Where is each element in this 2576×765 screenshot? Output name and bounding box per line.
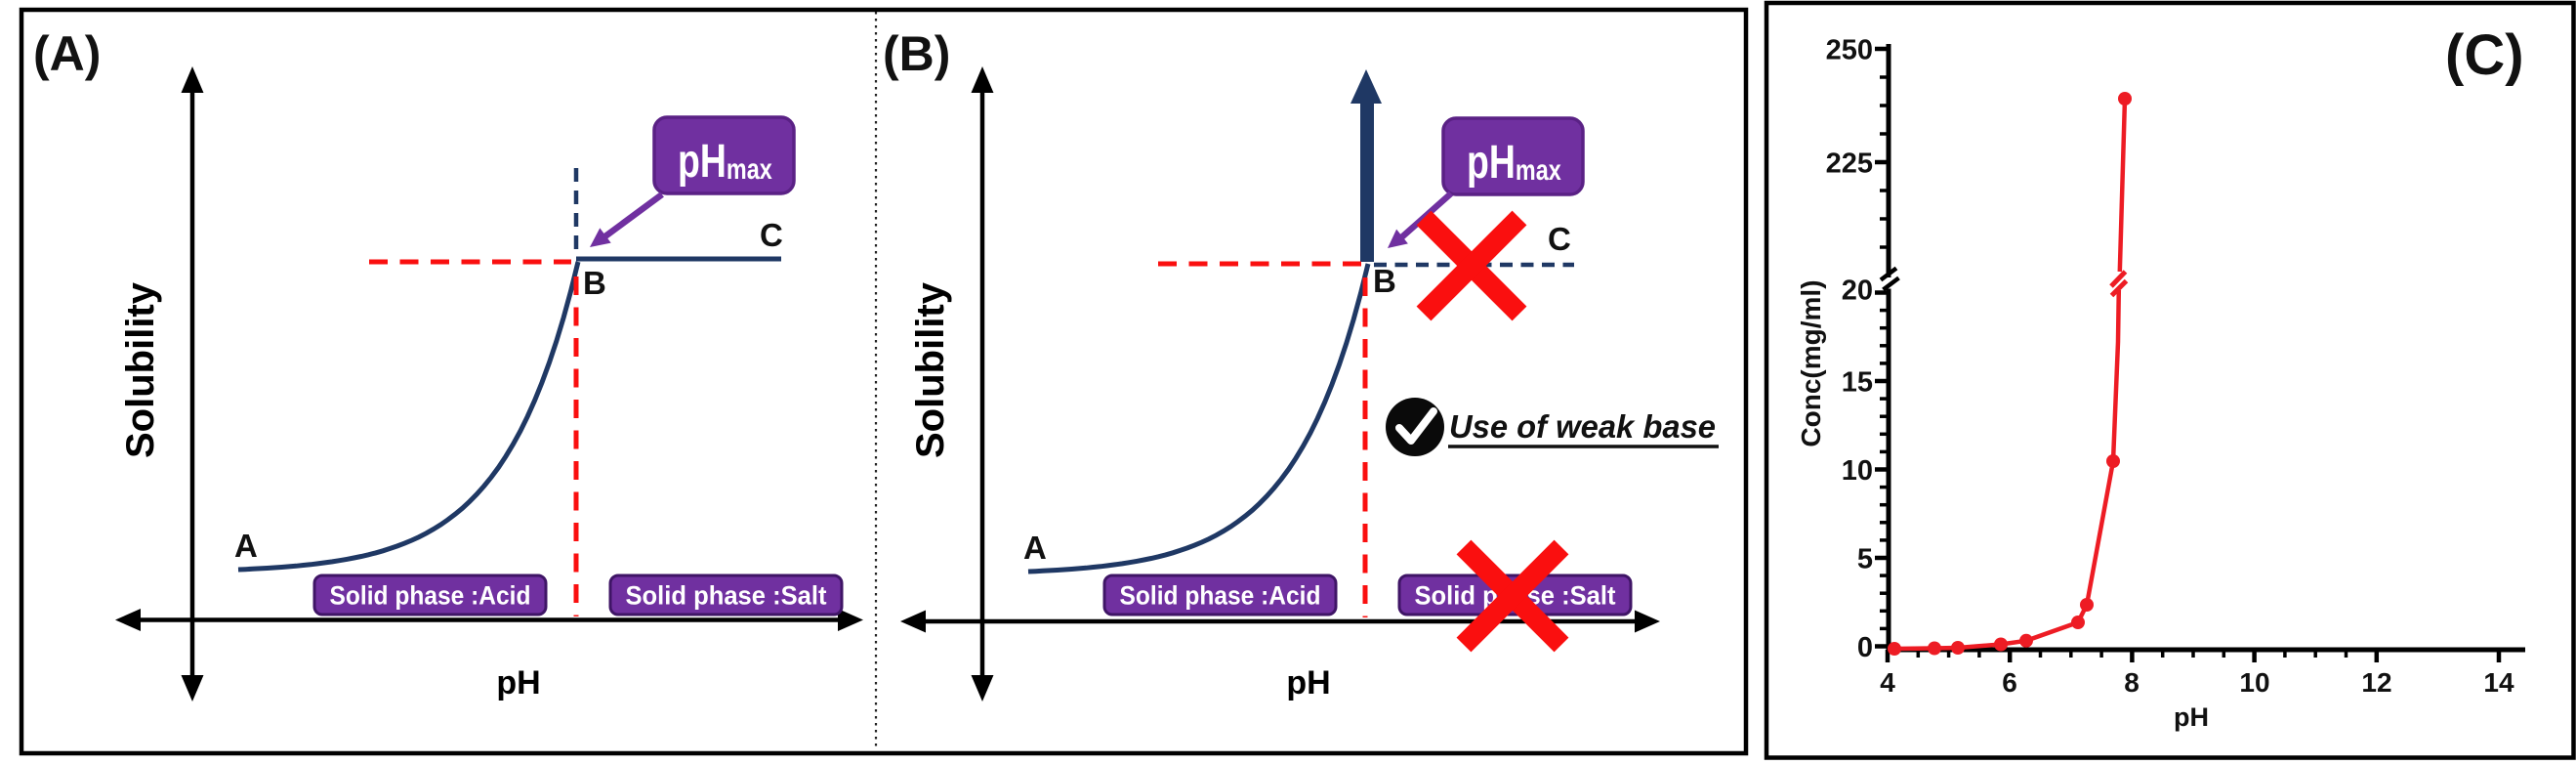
svg-text:Solid phase :Acid: Solid phase :Acid <box>1120 581 1321 611</box>
svg-text:Solubility: Solubility <box>909 281 952 458</box>
svg-text:pH: pH <box>2174 702 2209 732</box>
svg-text:Use of weak base: Use of weak base <box>1449 408 1716 445</box>
svg-text:10: 10 <box>1842 455 1873 487</box>
svg-text:15: 15 <box>1842 367 1873 399</box>
svg-text:10: 10 <box>2239 667 2269 698</box>
svg-text:8: 8 <box>2124 667 2140 698</box>
svg-text:4: 4 <box>1880 667 1895 698</box>
svg-text:B: B <box>583 265 606 301</box>
svg-text:B: B <box>1373 263 1396 299</box>
svg-text:250: 250 <box>1826 35 1873 66</box>
svg-text:pH: pH <box>1286 664 1330 701</box>
svg-text:A: A <box>1023 530 1047 566</box>
svg-text:20: 20 <box>1842 276 1873 307</box>
svg-text:14: 14 <box>2483 667 2514 698</box>
svg-text:0: 0 <box>1857 632 1873 663</box>
svg-text:(A): (A) <box>33 26 101 81</box>
svg-text:(C): (C) <box>2445 23 2524 87</box>
svg-text:Conc(mg/ml): Conc(mg/ml) <box>1796 279 1826 446</box>
svg-text:5: 5 <box>1857 544 1873 575</box>
svg-text:225: 225 <box>1826 149 1873 180</box>
svg-text:12: 12 <box>2361 667 2391 698</box>
svg-text:pH: pH <box>496 664 540 701</box>
svg-text:(B): (B) <box>883 26 950 81</box>
svg-text:6: 6 <box>2002 667 2017 698</box>
svg-text:C: C <box>760 217 783 253</box>
svg-text:A: A <box>234 528 258 564</box>
svg-text:C: C <box>1548 221 1571 257</box>
svg-text:Solid phase :Acid: Solid phase :Acid <box>330 581 531 611</box>
svg-text:Solid phase :Salt: Solid phase :Salt <box>626 581 827 611</box>
svg-text:Solubility: Solubility <box>119 281 162 458</box>
